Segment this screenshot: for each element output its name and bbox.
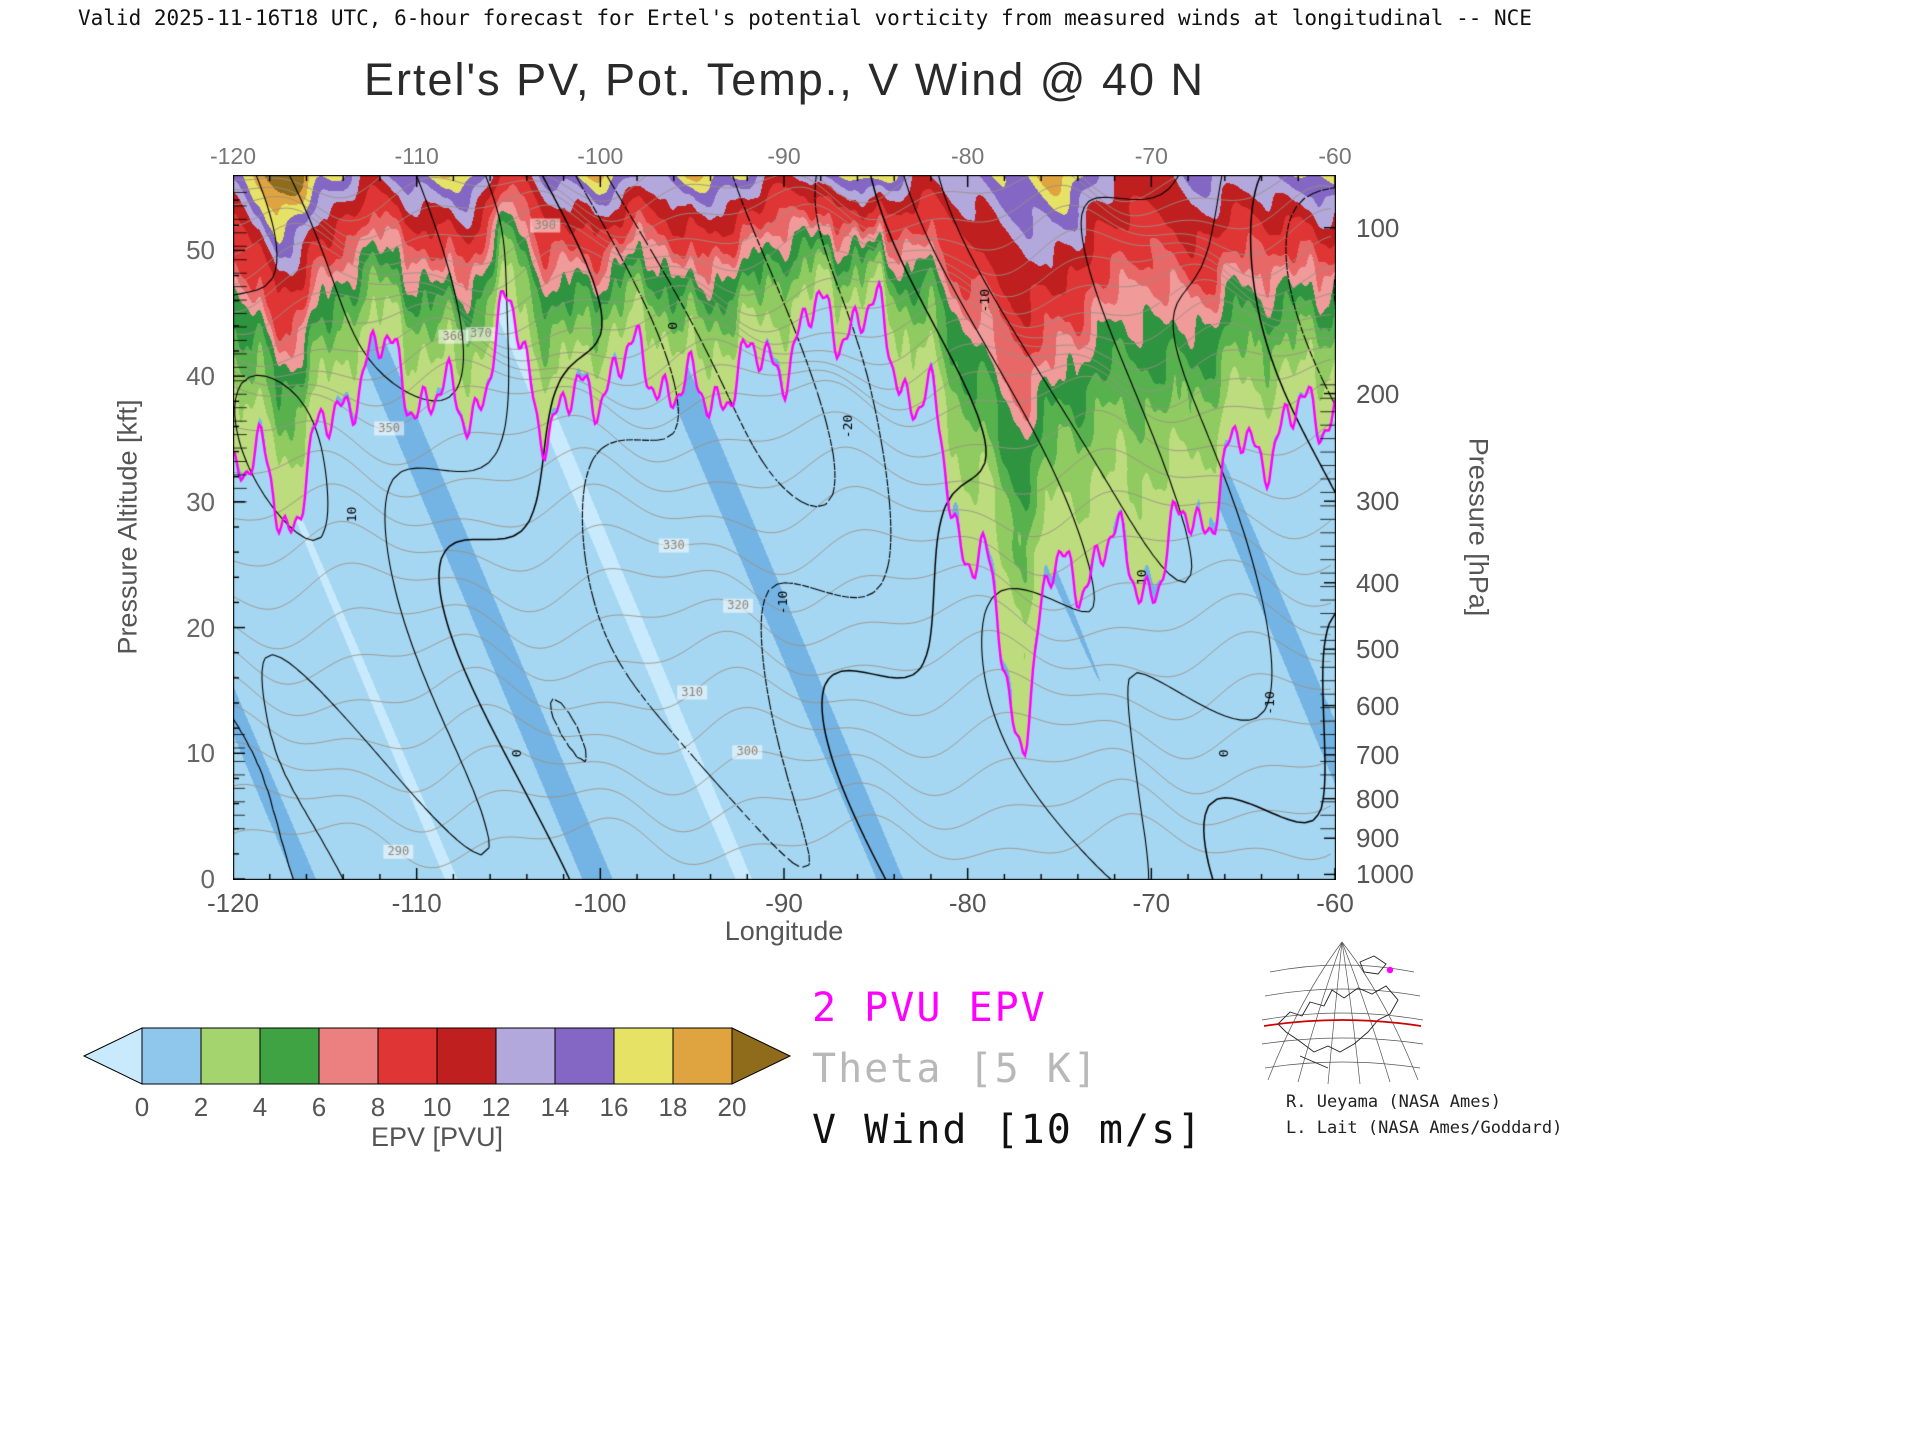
colorbar-tick-label: 18 xyxy=(659,1092,688,1122)
x-axis-label: Longitude xyxy=(724,916,844,946)
x-tick-label-top: -60 xyxy=(1318,143,1352,169)
x-tick-label-top: -70 xyxy=(1134,143,1168,169)
colorbar-segment xyxy=(318,1027,379,1085)
colorbar-tick-label: 16 xyxy=(600,1092,629,1122)
colorbar-tick-label: 20 xyxy=(718,1092,747,1122)
colorbar-tick-label: 10 xyxy=(423,1092,452,1122)
colorbar: 0 2 4 6 8 10 12 14 16 18 20 xyxy=(80,1024,800,1129)
colorbar-segment xyxy=(377,1027,438,1085)
colorbar-segment xyxy=(672,1027,733,1085)
y-left-tick-label: 50 xyxy=(186,235,215,266)
y-axis-left-label: Pressure Altitude [kft] xyxy=(112,399,143,655)
colorbar-tick-label: 4 xyxy=(253,1092,267,1122)
x-tick-label-top: -100 xyxy=(577,143,624,169)
colorbar-segment xyxy=(554,1027,615,1085)
x-tick-label-bottom: -80 xyxy=(948,888,987,918)
colorbar-tick-label: 0 xyxy=(135,1092,149,1122)
map-coastlines xyxy=(1277,955,1399,1069)
colorbar-segment xyxy=(141,1027,202,1085)
legend-v-wind: V Wind [10 m/s] xyxy=(812,1107,1204,1153)
colorbar-segment xyxy=(200,1027,261,1085)
legend-theta: Theta [5 K] xyxy=(812,1046,1099,1092)
y-right-tick-label: 800 xyxy=(1356,783,1400,814)
y-left-tick-label: 40 xyxy=(186,361,215,392)
x-tick-label-bottom: -70 xyxy=(1132,888,1171,918)
x-tick-label-top: -90 xyxy=(767,143,801,169)
colorbar-tick-label: 14 xyxy=(541,1092,570,1122)
plot-title: Ertel's PV, Pot. Temp., V Wind @ 40 N xyxy=(363,54,1206,105)
y-left-tick-label: 20 xyxy=(186,612,215,643)
y-right-tick-label: 300 xyxy=(1356,486,1400,517)
colorbar-tick-label: 2 xyxy=(194,1092,208,1122)
colorbar-under-arrow xyxy=(82,1027,143,1085)
colorbar-label: EPV [PVU] xyxy=(370,1122,504,1152)
map-graticule xyxy=(1261,941,1424,1085)
y-left-tick-label: 0 xyxy=(200,864,215,894)
y-left-tick-label: 30 xyxy=(186,486,215,517)
colorbar-segment xyxy=(436,1027,497,1085)
y-right-tick-label: 500 xyxy=(1356,634,1400,665)
colorbar-tick-label: 12 xyxy=(482,1092,511,1122)
x-tick-label-bottom: -90 xyxy=(765,888,803,918)
colorbar-segment xyxy=(259,1027,320,1085)
y-right-tick-label: 700 xyxy=(1356,739,1400,770)
y-axis-right-label: Pressure [hPa] xyxy=(1463,437,1494,617)
colorbar-tick-label: 8 xyxy=(371,1092,385,1122)
map-location-dot xyxy=(1386,966,1394,974)
map-latitude-40n-line xyxy=(1263,1019,1422,1027)
colorbar-segment xyxy=(613,1027,674,1085)
y-left-tick-label: 10 xyxy=(186,738,215,769)
y-right-tick-label: 400 xyxy=(1356,567,1400,598)
colorbar-over-arrow xyxy=(731,1027,792,1085)
x-tick-label-bottom: -120 xyxy=(206,888,260,918)
y-right-tick-label: 900 xyxy=(1356,823,1400,854)
location-map-inset xyxy=(1261,941,1424,1085)
validity-header: Valid 2025-11-16T18 UTC, 6-hour forecast… xyxy=(78,6,1532,30)
colorbar-tick-label: 6 xyxy=(312,1092,326,1122)
y-right-tick-label: 200 xyxy=(1356,378,1400,409)
x-tick-label-bottom: -110 xyxy=(391,888,442,918)
main-plot-canvas xyxy=(233,175,1336,880)
y-right-tick-label: 1000 xyxy=(1356,859,1414,890)
x-tick-label-top: -120 xyxy=(209,143,257,169)
colorbar-segment xyxy=(495,1027,556,1085)
colorbar-svg: 0 2 4 6 8 10 12 14 16 18 20 xyxy=(82,1027,792,1122)
y-right-tick-label: 600 xyxy=(1356,690,1400,721)
legend-2pvu-epv: 2 PVU EPV xyxy=(812,985,1047,1031)
credit-line-2: L. Lait (NASA Ames/Goddard) xyxy=(1286,1118,1563,1138)
y-right-tick-label: 100 xyxy=(1356,212,1400,243)
x-tick-label-top: -110 xyxy=(394,143,439,169)
x-tick-label-bottom: -60 xyxy=(1316,888,1354,918)
credit-line-1: R. Ueyama (NASA Ames) xyxy=(1286,1092,1501,1112)
x-tick-label-bottom: -100 xyxy=(574,888,627,918)
x-tick-label-top: -80 xyxy=(951,143,985,169)
